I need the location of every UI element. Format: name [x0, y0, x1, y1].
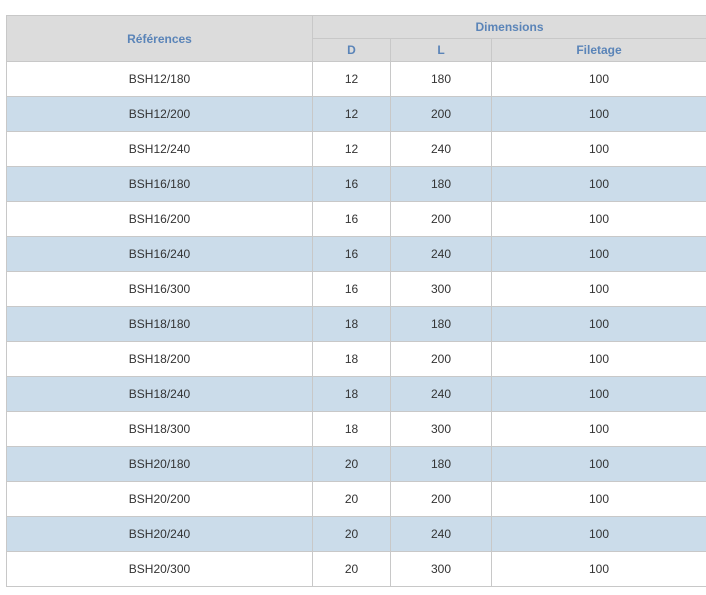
product-table: Références Dimensions D L Filetage BSH12…	[6, 15, 706, 587]
cell-l: 200	[390, 96, 492, 132]
table-header: Références Dimensions D L Filetage	[6, 15, 706, 62]
cell-l: 180	[390, 61, 492, 97]
cell-reference: BSH20/240	[6, 516, 313, 552]
cell-l: 240	[390, 516, 492, 552]
cell-d: 20	[312, 446, 391, 482]
table-row: BSH20/180 20 180 100	[6, 446, 706, 482]
table-row: BSH20/240 20 240 100	[6, 516, 706, 552]
table-row: BSH18/300 18 300 100	[6, 411, 706, 447]
cell-filetage: 100	[490, 516, 706, 552]
cell-l: 200	[390, 341, 492, 377]
cell-reference: BSH18/180	[6, 306, 313, 342]
table-row: BSH16/240 16 240 100	[6, 236, 706, 272]
header-references: Références	[6, 15, 313, 62]
header-row-top: Références Dimensions	[6, 15, 706, 62]
cell-reference: BSH12/240	[6, 131, 313, 167]
cell-filetage: 100	[490, 201, 706, 237]
table-row: BSH18/240 18 240 100	[6, 376, 706, 412]
cell-d: 16	[312, 166, 391, 202]
cell-d: 16	[312, 201, 391, 237]
cell-l: 180	[390, 306, 492, 342]
cell-d: 12	[312, 61, 391, 97]
cell-filetage: 100	[490, 376, 706, 412]
cell-filetage: 100	[490, 481, 706, 517]
cell-reference: BSH12/200	[6, 96, 313, 132]
cell-d: 12	[312, 131, 391, 167]
cell-reference: BSH18/300	[6, 411, 313, 447]
cell-filetage: 100	[490, 341, 706, 377]
cell-reference: BSH16/240	[6, 236, 313, 272]
table-row: BSH12/180 12 180 100	[6, 61, 706, 97]
cell-reference: BSH16/200	[6, 201, 313, 237]
table-row: BSH18/200 18 200 100	[6, 341, 706, 377]
cell-l: 240	[390, 131, 492, 167]
table-row: BSH12/200 12 200 100	[6, 96, 706, 132]
header-dimensions: Dimensions	[311, 15, 706, 39]
table-body: BSH12/180 12 180 100 BSH12/200 12 200 100 BSH12/…	[6, 61, 706, 587]
table-row: BSH20/300 20 300 100	[6, 551, 706, 587]
cell-reference: BSH18/240	[6, 376, 313, 412]
product-table-container: Références Dimensions D L Filetage BSH12…	[6, 15, 706, 587]
cell-filetage: 100	[490, 61, 706, 97]
cell-d: 20	[312, 551, 391, 587]
cell-l: 200	[390, 481, 492, 517]
table-row: BSH12/240 12 240 100	[6, 131, 706, 167]
cell-filetage: 100	[490, 411, 706, 447]
table-row: BSH16/300 16 300 100	[6, 271, 706, 307]
cell-filetage: 100	[490, 236, 706, 272]
cell-reference: BSH20/200	[6, 481, 313, 517]
header-l: L	[390, 38, 492, 62]
cell-l: 180	[390, 446, 492, 482]
cell-d: 12	[312, 96, 391, 132]
cell-l: 300	[390, 551, 492, 587]
cell-reference: BSH16/300	[6, 271, 313, 307]
cell-filetage: 100	[490, 446, 706, 482]
cell-l: 240	[390, 236, 492, 272]
table-row: BSH16/200 16 200 100	[6, 201, 706, 237]
cell-filetage: 100	[490, 271, 706, 307]
cell-d: 18	[312, 411, 391, 447]
cell-reference: BSH20/300	[6, 551, 313, 587]
header-filetage: Filetage	[490, 38, 706, 62]
cell-l: 180	[390, 166, 492, 202]
cell-l: 240	[390, 376, 492, 412]
cell-l: 300	[390, 271, 492, 307]
cell-filetage: 100	[490, 131, 706, 167]
cell-d: 16	[312, 271, 391, 307]
cell-d: 18	[312, 341, 391, 377]
cell-reference: BSH12/180	[6, 61, 313, 97]
table-row: BSH16/180 16 180 100	[6, 166, 706, 202]
cell-d: 20	[312, 516, 391, 552]
cell-filetage: 100	[490, 166, 706, 202]
header-d: D	[312, 38, 391, 62]
cell-d: 20	[312, 481, 391, 517]
cell-reference: BSH20/180	[6, 446, 313, 482]
cell-d: 18	[312, 376, 391, 412]
cell-l: 200	[390, 201, 492, 237]
cell-l: 300	[390, 411, 492, 447]
cell-filetage: 100	[490, 551, 706, 587]
cell-d: 16	[312, 236, 391, 272]
cell-d: 18	[312, 306, 391, 342]
cell-filetage: 100	[490, 96, 706, 132]
table-row: BSH18/180 18 180 100	[6, 306, 706, 342]
cell-filetage: 100	[490, 306, 706, 342]
cell-reference: BSH16/180	[6, 166, 313, 202]
header-row-sub: D L Filetage	[7, 38, 706, 62]
table-row: BSH20/200 20 200 100	[6, 481, 706, 517]
cell-reference: BSH18/200	[6, 341, 313, 377]
